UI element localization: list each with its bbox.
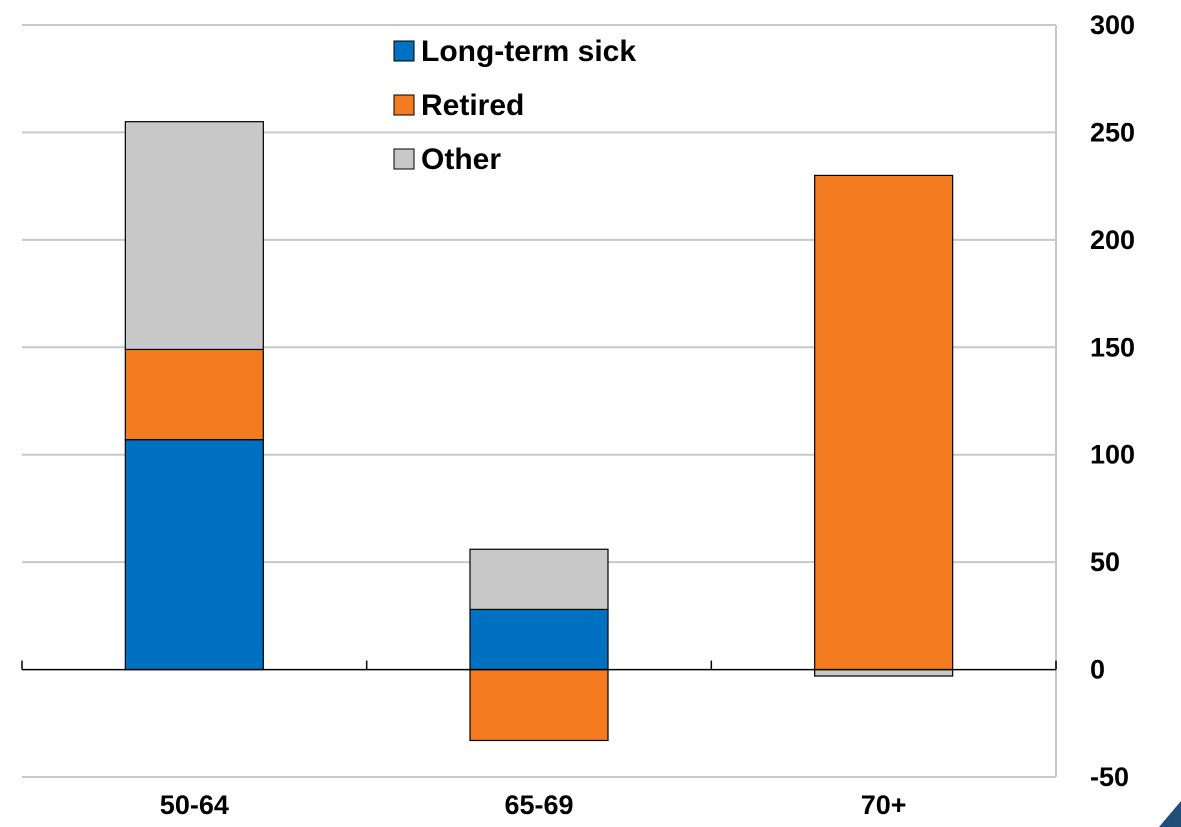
- axes: [21, 660, 1057, 671]
- bar-segment: [469, 608, 609, 671]
- y-tick-label: 200: [1090, 225, 1135, 255]
- legend-swatch: [393, 40, 415, 62]
- y-tick-labels: -50 0 50 100 150 200 250 300: [1090, 10, 1135, 792]
- bar-segment: [124, 121, 264, 351]
- legend-swatch: [393, 148, 415, 170]
- bar-segment: [124, 439, 264, 671]
- y-tick-label: -50: [1090, 762, 1129, 792]
- x-tick-label: 50-64: [160, 790, 229, 820]
- y-tick-label: 150: [1090, 332, 1135, 362]
- bar-segment: [124, 348, 264, 441]
- legend-label: Long-term sick: [421, 35, 636, 68]
- bars: [124, 121, 954, 742]
- corner-decoration: [1159, 801, 1181, 827]
- x-tick-labels: 50-64 65-69 70+: [160, 790, 907, 820]
- y-tick-label: 50: [1090, 547, 1120, 577]
- legend-label: Retired: [421, 89, 524, 122]
- y-tick-label: 100: [1090, 440, 1135, 470]
- x-tick-label: 70+: [861, 790, 907, 820]
- y-tick-label: 0: [1090, 655, 1105, 685]
- y-tick-label: 250: [1090, 117, 1135, 147]
- bar-segment: [469, 548, 609, 611]
- legend-swatch: [393, 94, 415, 116]
- legend-label: Other: [421, 143, 501, 176]
- legend: Long-term sick Retired Other: [393, 35, 636, 176]
- bar-segment: [814, 668, 954, 677]
- y-tick-label: 300: [1090, 10, 1135, 40]
- bar-segment: [469, 668, 609, 742]
- x-tick-label: 65-69: [504, 790, 573, 820]
- bar-segment: [814, 174, 954, 671]
